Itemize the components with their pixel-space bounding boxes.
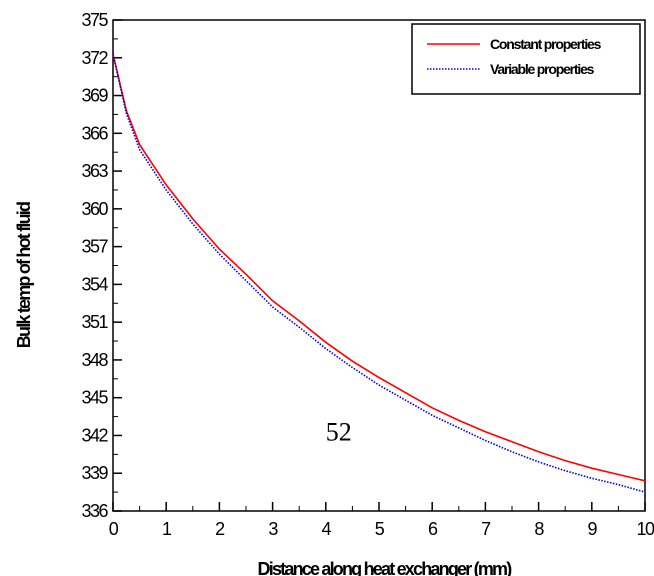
y-tick-label: 366 <box>81 123 108 143</box>
y-tick-label: 369 <box>81 86 108 106</box>
legend: Constant properties Variable properties <box>411 23 641 95</box>
y-tick-label: 363 <box>81 161 108 181</box>
series-line-variable-properties <box>112 53 646 493</box>
x-tick-label: 3 <box>268 519 278 539</box>
x-tick-label: 8 <box>534 519 544 539</box>
legend-box <box>411 23 641 95</box>
x-tick-label: 0 <box>109 519 119 539</box>
series-line-constant-properties <box>112 53 646 482</box>
y-tick-label: 336 <box>81 501 108 521</box>
y-tick-label: 339 <box>81 463 108 483</box>
y-tick-label: 342 <box>81 425 108 445</box>
x-tick-label: 7 <box>481 519 491 539</box>
y-tick-label: 348 <box>81 350 108 370</box>
legend-label-variable-properties: Variable properties <box>490 61 595 77</box>
x-tick-label: 6 <box>428 519 438 539</box>
y-tick-label: 360 <box>81 199 108 219</box>
y-tick-label: 354 <box>81 274 108 294</box>
y-axis-ticks: 336 339 342 345 348 351 354 357 360 363 366 369 372 3… <box>81 10 122 521</box>
y-tick-label: 372 <box>81 48 108 68</box>
x-tick-label: 1 <box>162 519 172 539</box>
y-tick-label: 357 <box>81 237 108 257</box>
legend-label-constant-properties: Constant properties <box>490 36 602 52</box>
x-tick-label: 9 <box>588 519 598 539</box>
series-layer <box>112 53 646 493</box>
y-tick-label: 345 <box>81 388 108 408</box>
annotation-label: 52 <box>326 417 352 446</box>
x-tick-label: 4 <box>322 519 332 539</box>
x-axis-title: Distance along heat exchanger (mm) <box>258 559 513 576</box>
x-tick-label: 2 <box>215 519 225 539</box>
y-tick-label: 375 <box>81 10 108 30</box>
y-tick-label: 351 <box>81 312 108 332</box>
x-tick-label: 5 <box>375 519 385 539</box>
y-axis-title: Bulk temp of hot fluid <box>14 202 34 348</box>
x-axis-ticks: 0 1 2 3 4 5 6 7 8 9 10 <box>109 502 654 539</box>
x-tick-label: 10 <box>636 519 654 539</box>
